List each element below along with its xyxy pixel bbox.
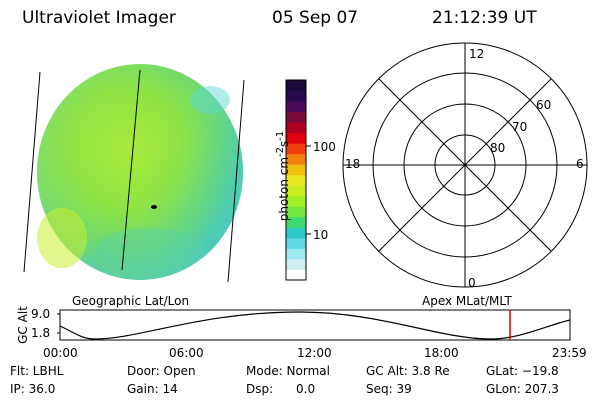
colorbar-unit-label: photon cm-2s-1	[275, 130, 291, 222]
colorbar-band	[286, 269, 306, 281]
colorbar-band	[286, 132, 306, 144]
longitude-line	[23, 71, 41, 273]
colorbar-band	[286, 174, 306, 186]
speck	[151, 205, 157, 209]
gc-alt-info: GC Alt: 3.8 Re	[366, 364, 450, 378]
orbit-time-label: 00:00	[43, 346, 78, 360]
colorbar-band	[286, 237, 306, 249]
colorbar-band	[286, 80, 306, 92]
colorbar-band	[286, 153, 306, 165]
orbit-ymax-label: 9.0	[31, 307, 51, 321]
colorbar-band	[286, 216, 306, 228]
uv-image	[23, 64, 245, 283]
polar-grid	[342, 42, 588, 288]
orbit-time-label: 12:00	[297, 346, 332, 360]
colorbar	[285, 79, 311, 281]
orbit-axis-label: GC Alt	[16, 306, 30, 344]
colorbar-band	[286, 227, 306, 239]
orbit-time-label: 06:00	[169, 346, 204, 360]
mode-info: Mode: Normal	[246, 364, 330, 378]
orbit-time-label: 23:59	[552, 346, 587, 360]
mlt-label-0: 0	[468, 276, 476, 290]
colorbar-band	[286, 90, 306, 102]
dsp-info: Dsp: 0.0	[246, 382, 316, 396]
mlt-label-18: 18	[345, 157, 361, 171]
ip-info: IP: 36.0	[10, 382, 56, 396]
colorbar-band	[286, 164, 306, 176]
gain-info: Gain: 14	[127, 382, 178, 396]
mlt-label-12: 12	[469, 47, 485, 61]
door-info: Door: Open	[127, 364, 196, 378]
colorbar-band	[286, 206, 306, 218]
lat-label-70: 70	[512, 120, 528, 134]
lat-label-80: 80	[490, 141, 506, 155]
mlt-line	[378, 78, 552, 252]
orbit-frame	[59, 309, 571, 341]
seq-info: Seq: 39	[366, 382, 412, 396]
time-label: 21:12:39 UT	[432, 8, 537, 28]
glat-info: GLat: −19.8	[486, 364, 559, 378]
longitude-line	[227, 79, 245, 283]
colorbar-band	[286, 143, 306, 155]
glon-info: GLon: 207.3	[486, 382, 559, 396]
colorbar-band	[286, 122, 306, 134]
colorbar-frame	[285, 79, 307, 281]
mlt-label-6: 6	[576, 157, 584, 171]
colorbar-tick-label-100: 100	[313, 140, 336, 154]
instrument-title: Ultraviolet Imager	[22, 8, 176, 28]
orbit-altitude-curve	[59, 311, 571, 340]
colorbar-tick-label-10: 10	[313, 228, 329, 242]
geographic-label: Geographic Lat/Lon	[72, 294, 190, 308]
colorbar-band	[286, 258, 306, 270]
date-label: 05 Sep 07	[272, 8, 359, 28]
lat-label-60: 60	[536, 98, 552, 112]
colorbar-band	[286, 195, 306, 207]
orbit-plot	[57, 309, 571, 341]
colorbar-band	[286, 111, 306, 123]
apex-label: Apex MLat/MLT	[422, 294, 512, 308]
colorbar-band	[286, 101, 306, 113]
colorbar-band	[286, 185, 306, 197]
colorbar-band	[286, 248, 306, 260]
orbit-ymin-label: 1.8	[31, 326, 51, 340]
orbit-time-label: 18:00	[424, 346, 459, 360]
filter-info: Flt: LBHL	[10, 364, 64, 378]
longitude-line	[121, 69, 141, 271]
